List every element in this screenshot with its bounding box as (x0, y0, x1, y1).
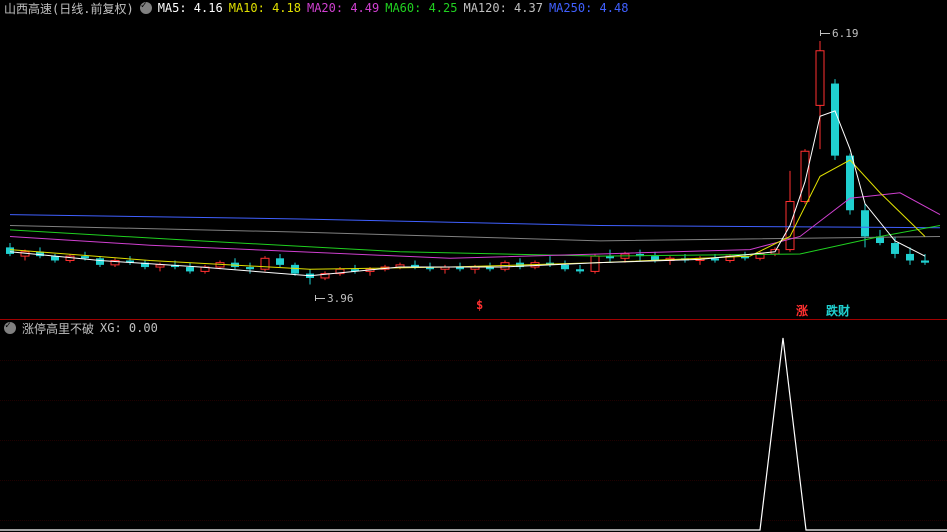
check-icon[interactable] (4, 322, 16, 334)
xg-label: XG: 0.00 (100, 321, 158, 335)
check-icon[interactable] (140, 2, 152, 14)
main-candlestick-panel[interactable]: 山西高速(日线.前复权) MA5: 4.16 MA10: 4.18 MA20: … (0, 0, 947, 320)
stock-title: 山西高速(日线.前复权) (4, 0, 134, 17)
sub-indicator-panel[interactable]: 涨停高里不破 XG: 0.00 (0, 320, 947, 532)
flag-down: 跌财 (826, 302, 850, 319)
sub-title: 涨停高里不破 (22, 320, 94, 337)
ma20-label: MA20: 4.49 (307, 1, 379, 15)
ma60-label: MA60: 4.25 (385, 1, 457, 15)
indicator-chart[interactable] (0, 320, 947, 532)
ma250-label: MA250: 4.48 (549, 1, 628, 15)
ma5-label: MA5: 4.16 (158, 1, 223, 15)
ma120-label: MA120: 4.37 (463, 1, 542, 15)
sub-header: 涨停高里不破 XG: 0.00 (4, 320, 158, 336)
candlestick-chart[interactable] (0, 0, 947, 320)
high-price-label: 6.19 (820, 27, 859, 40)
low-price-label: 3.96 (315, 292, 354, 305)
main-header: 山西高速(日线.前复权) MA5: 4.16 MA10: 4.18 MA20: … (4, 0, 628, 16)
flag-up: 涨 (796, 302, 808, 319)
flag-dollar: $ (476, 298, 483, 312)
ma10-label: MA10: 4.18 (229, 1, 301, 15)
